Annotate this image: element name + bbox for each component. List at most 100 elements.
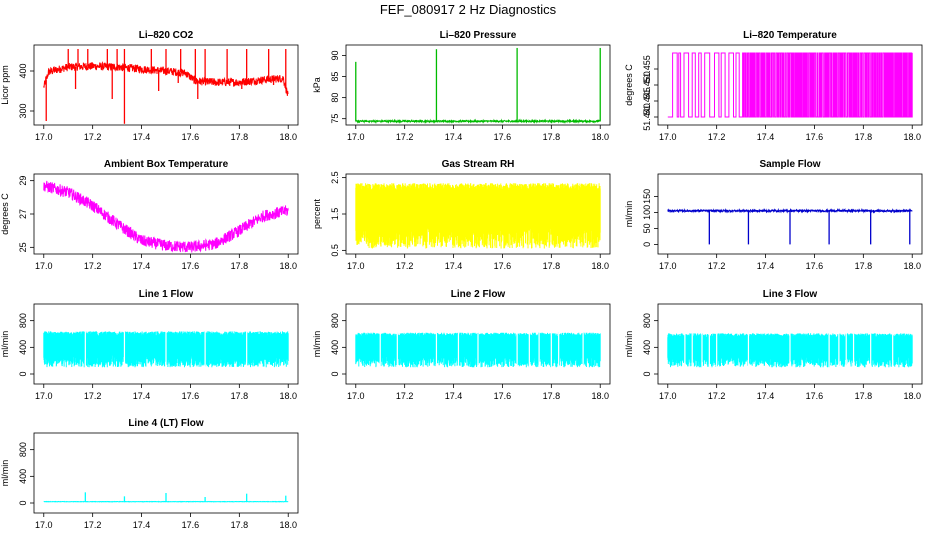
x-tick-label-line2-0: 17.0 (347, 391, 365, 401)
x-tick-label-rh-4: 17.8 (543, 261, 561, 271)
series-line-ambient (43, 180, 289, 253)
series-line1 (43, 331, 289, 368)
y-tick-label-ambient-1: 27 (18, 209, 28, 219)
y-tick-label-sample-1: 50 (642, 223, 652, 233)
panel-title-temperature: Li–820 Temperature (743, 30, 837, 41)
x-tick-label-co2-3: 17.6 (182, 132, 200, 142)
y-tick-label-ambient-2: 29 (18, 176, 28, 186)
y-tick-label-rh-0: 0.5 (330, 244, 340, 257)
x-tick-label-line1-0: 17.0 (35, 391, 53, 401)
series-co2 (43, 49, 289, 124)
series-line4 (43, 492, 289, 503)
panel-ambient: Ambient Box Temperature degrees C 17.0 17.2… (0, 159, 299, 271)
x-tick-label-line2-4: 17.8 (543, 391, 561, 401)
panel-line2: Line 2 Flow ml/min 17.0 17.2 17.4 17.6 17.8 18.… (312, 289, 611, 401)
x-tick-label-pressure-0: 17.0 (347, 132, 365, 142)
panel-title-line1: Line 1 Flow (139, 289, 194, 300)
x-tick-label-co2-1: 17.2 (84, 132, 102, 142)
y-tick-label-sample-3: 150 (642, 189, 652, 204)
x-tick-label-ambient-3: 17.6 (182, 261, 200, 271)
x-tick-label-rh-1: 17.2 (396, 261, 414, 271)
figure-title: FEF_080917 2 Hz Diagnostics (380, 2, 557, 17)
x-tick-label-temperature-1: 17.2 (708, 132, 726, 142)
y-tick-label-line4-1: 400 (18, 469, 28, 484)
x-tick-label-rh-2: 17.4 (445, 261, 463, 271)
x-tick-label-co2-5: 18.0 (279, 132, 297, 142)
x-tick-label-rh-3: 17.6 (494, 261, 512, 271)
series-pressure (355, 47, 601, 124)
x-tick-label-line3-1: 17.2 (708, 391, 726, 401)
x-tick-label-temperature-0: 17.0 (659, 132, 677, 142)
x-tick-label-line1-2: 17.4 (133, 391, 151, 401)
x-tick-label-line3-2: 17.4 (757, 391, 775, 401)
x-tick-label-line4-2: 17.4 (133, 520, 151, 530)
plot-frame-sample (657, 173, 923, 255)
panel-title-co2: Li–820 CO2 (139, 30, 194, 41)
x-tick-label-ambient-2: 17.4 (133, 261, 151, 271)
panel-temperature: Li–820 Temperature degrees C 17.0 17.2 17.4 1… (624, 30, 923, 142)
y-tick-label-ambient-0: 25 (18, 242, 28, 252)
series-line-temperature (667, 52, 913, 118)
x-tick-label-temperature-3: 17.6 (806, 132, 824, 142)
panel-rh: Gas Stream RH percent 17.0 17.2 17.4 17.6 17.8… (312, 159, 611, 271)
y-axis-title-temperature: degrees C (624, 64, 634, 106)
panel-title-ambient: Ambient Box Temperature (104, 159, 229, 170)
x-tick-label-pressure-3: 17.6 (494, 132, 512, 142)
x-tick-label-line3-0: 17.0 (659, 391, 677, 401)
y-tick-label-line3-1: 400 (642, 340, 652, 355)
y-tick-label-line1-0: 0 (18, 371, 28, 376)
plot-frame-line2 (345, 303, 611, 385)
series-line-sample (667, 207, 913, 214)
y-tick-label-line2-1: 400 (330, 340, 340, 355)
x-tick-label-line2-2: 17.4 (445, 391, 463, 401)
y-tick-label-line1-2: 800 (18, 313, 28, 328)
x-tick-label-line2-5: 18.0 (591, 391, 609, 401)
series-band-line3 (667, 333, 913, 368)
series-line3 (667, 333, 913, 368)
x-tick-label-line3-3: 17.6 (806, 391, 824, 401)
y-axis-title-co2: Licor ppm (0, 65, 10, 105)
y-tick-label-line3-0: 0 (642, 371, 652, 376)
y-tick-label-temperature-2: 51.450 (642, 71, 652, 99)
y-tick-label-sample-2: 100 (642, 205, 652, 220)
x-tick-label-sample-1: 17.2 (708, 261, 726, 271)
panel-title-sample: Sample Flow (759, 159, 820, 170)
x-tick-label-line3-4: 17.8 (855, 391, 873, 401)
series-band-rh (355, 183, 601, 249)
y-tick-label-rh-1: 1.5 (330, 208, 340, 221)
x-tick-label-temperature-4: 17.8 (855, 132, 873, 142)
y-tick-label-rh-2: 2.5 (330, 171, 340, 184)
x-tick-label-line4-5: 18.0 (279, 520, 297, 530)
y-tick-label-line4-0: 0 (18, 500, 28, 505)
x-tick-label-co2-0: 17.0 (35, 132, 53, 142)
series-ambient (43, 180, 289, 253)
x-tick-label-rh-0: 17.0 (347, 261, 365, 271)
x-tick-label-sample-5: 18.0 (903, 261, 921, 271)
x-tick-label-sample-3: 17.6 (806, 261, 824, 271)
y-tick-label-line1-1: 400 (18, 340, 28, 355)
y-tick-label-pressure-0: 75 (330, 114, 340, 124)
y-tick-label-co2-0: 300 (18, 103, 28, 118)
y-axis-title-line1: ml/min (0, 331, 10, 358)
panel-pressure: Li–820 Pressure kPa 17.0 17.2 17.4 17.6 17.8 18… (312, 30, 611, 142)
x-tick-label-line1-5: 18.0 (279, 391, 297, 401)
panel-title-pressure: Li–820 Pressure (440, 30, 517, 41)
panel-line3: Line 3 Flow ml/min 17.0 17.2 17.4 17.6 17.8 18.… (624, 289, 923, 401)
x-tick-label-line4-4: 17.8 (231, 520, 249, 530)
x-tick-label-line4-3: 17.6 (182, 520, 200, 530)
y-tick-label-sample-0: 0 (642, 242, 652, 247)
x-tick-label-ambient-5: 18.0 (279, 261, 297, 271)
y-axis-title-ambient: degrees C (0, 193, 10, 235)
x-tick-label-line2-3: 17.6 (494, 391, 512, 401)
panel-sample: Sample Flow ml/min 17.0 17.2 17.4 17.6 17.8 18.… (624, 159, 923, 271)
panel-line1: Line 1 Flow ml/min 17.0 17.2 17.4 17.6 17.8 18.… (0, 289, 299, 401)
x-tick-label-line4-1: 17.2 (84, 520, 102, 530)
plot-frame-line4 (33, 432, 299, 514)
series-band-line2 (355, 332, 601, 368)
plot-frame-ambient (33, 173, 299, 255)
y-tick-label-line2-0: 0 (330, 371, 340, 376)
x-tick-label-temperature-2: 17.4 (757, 132, 775, 142)
panel-title-rh: Gas Stream RH (442, 159, 515, 170)
series-sample (667, 207, 913, 245)
panel-co2: Li–820 CO2 Licor ppm 17.0 17.2 17.4 17.6 17.8 1… (0, 30, 299, 142)
